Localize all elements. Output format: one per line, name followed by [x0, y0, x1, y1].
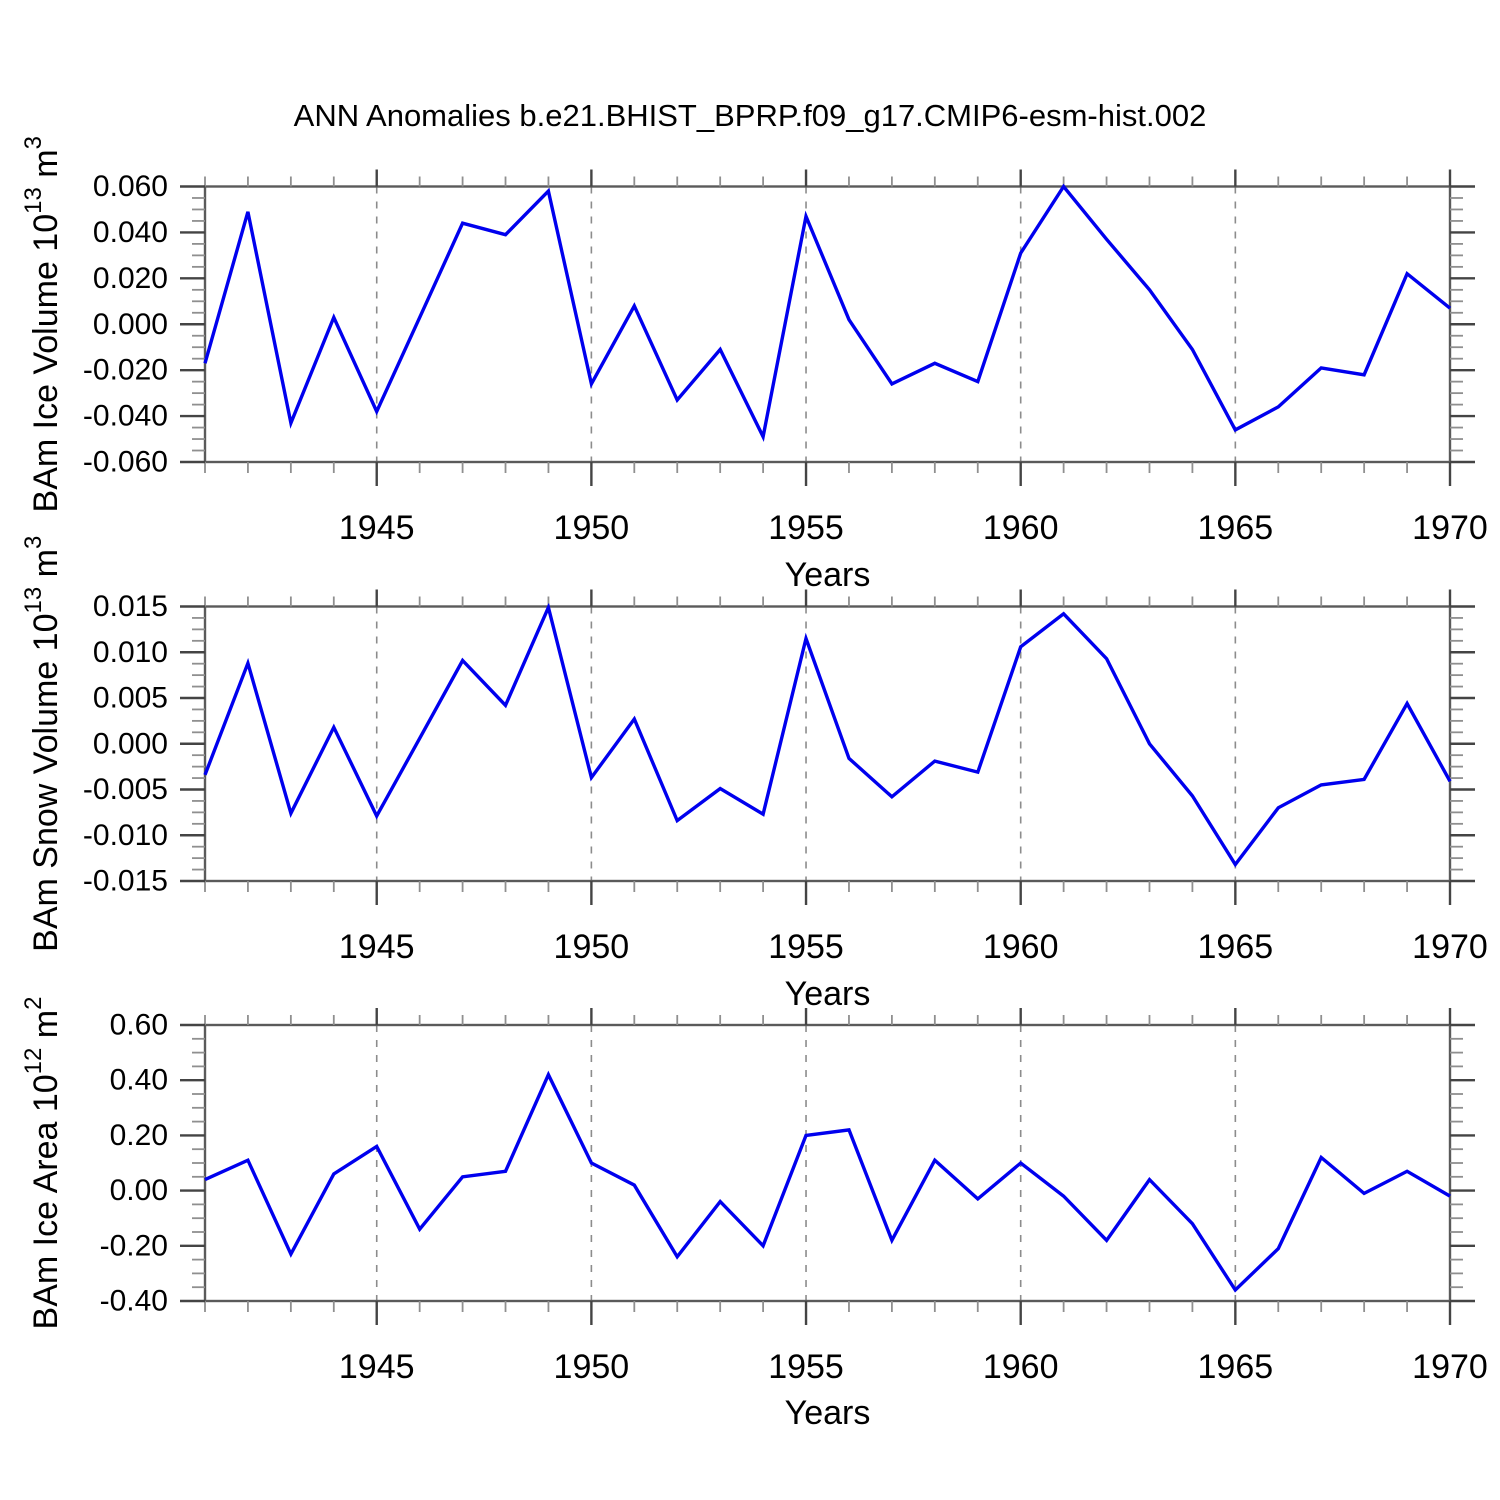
x-tick-label: 1950 [554, 1348, 630, 1386]
axis-frame [203, 605, 1452, 883]
y-tick-label: 0.40 [110, 1064, 168, 1097]
y-tick-label: -0.060 [83, 446, 168, 479]
axis-frame [203, 1023, 1452, 1303]
x-tick-label: 1965 [1198, 509, 1274, 547]
y-axis-title: BAm Snow Volume 1013 m3 [20, 536, 66, 952]
data-line [203, 183, 1452, 442]
x-axis-title: Years [785, 975, 871, 1013]
x-tick-label: 1970 [1412, 928, 1488, 966]
y-tick-label: 0.000 [93, 727, 168, 760]
y-tick-label: -0.005 [83, 773, 168, 806]
panel-1: 0.015 0.010 0.005 0.000 -0.005 -0.010 -0.015 19… [20, 536, 1488, 1013]
y-tick-label: -0.015 [83, 865, 168, 898]
y-tick-label: -0.040 [83, 400, 168, 433]
y-tick-label: 0.040 [93, 216, 168, 249]
y-tick-label: 0.020 [93, 262, 168, 295]
y-axis-title: BAm Ice Area 1012 m2 [20, 997, 66, 1330]
x-tick-label: 1945 [339, 928, 415, 966]
y-tick-label: 0.00 [110, 1174, 168, 1207]
x-tick-label: 1955 [768, 509, 844, 547]
x-tick-label: 1970 [1412, 1348, 1488, 1386]
x-tick-label: 1965 [1198, 928, 1274, 966]
y-tick-label: -0.020 [83, 354, 168, 387]
y-tick-label: -0.010 [83, 819, 168, 852]
y-tick-label: -0.40 [100, 1285, 168, 1318]
y-tick-label: 0.60 [110, 1009, 168, 1042]
x-tick-label: 1955 [768, 928, 844, 966]
y-tick-label: 0.005 [93, 682, 168, 715]
x-tick-label: 1950 [554, 928, 630, 966]
x-axis-title: Years [785, 1394, 871, 1432]
panel-0: 0.060 0.040 0.020 0.000 -0.020 -0.040 -0.060 19… [20, 136, 1488, 594]
data-line [204, 1070, 1451, 1293]
axis-frame [203, 185, 1452, 464]
x-tick-label: 1955 [768, 1348, 844, 1386]
x-tick-label: 1960 [983, 928, 1059, 966]
chart-title: ANN Anomalies b.e21.BHIST_BPRP.f09_g17.C… [293, 98, 1207, 133]
y-tick-label: 0.000 [93, 308, 168, 341]
x-tick-label: 1960 [983, 1348, 1059, 1386]
y-tick-label: 0.060 [93, 170, 168, 203]
y-tick-label: 0.010 [93, 636, 168, 669]
y-tick-label: 0.20 [110, 1119, 168, 1152]
x-tick-label: 1970 [1412, 509, 1488, 547]
x-tick-label: 1960 [983, 509, 1059, 547]
y-tick-label: 0.015 [93, 590, 168, 623]
x-tick-label: 1945 [339, 509, 415, 547]
x-tick-label: 1950 [554, 509, 630, 547]
x-axis-title: Years [785, 556, 871, 594]
x-tick-label: 1965 [1198, 1348, 1274, 1386]
y-axis-title: BAm Ice Volume 1013 m3 [20, 136, 66, 512]
panel-2: 0.60 0.40 0.20 0.00 -0.20 -0.40 1945 1950 1955 19… [20, 997, 1488, 1432]
y-tick-label: -0.20 [100, 1229, 168, 1262]
x-tick-label: 1945 [339, 1348, 415, 1386]
data-line [203, 603, 1452, 868]
